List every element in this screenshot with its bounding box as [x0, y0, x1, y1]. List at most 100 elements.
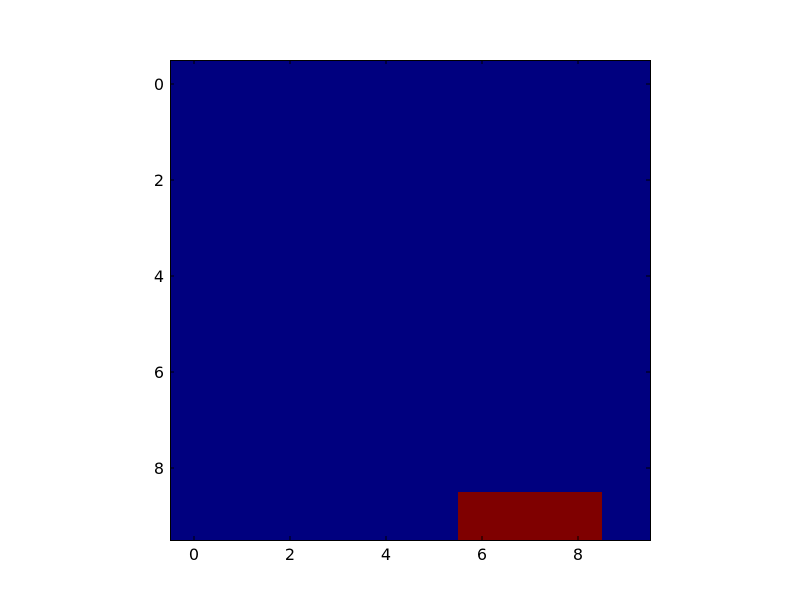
heatmap-cell-r0-c9 [602, 60, 651, 109]
heatmap-cell-r5-c4 [362, 300, 411, 349]
x-tick-label: 0 [189, 545, 199, 564]
heatmap-cell-r0-c7 [506, 60, 555, 109]
heatmap-cell-r5-c0 [170, 300, 219, 349]
heatmap-cell-r2-c7 [506, 156, 555, 205]
heatmap-cell-r5-c6 [458, 300, 507, 349]
heatmap-cell-r6-c1 [218, 348, 267, 397]
y-tick-label: 0 [154, 75, 164, 94]
heatmap-cell-r7-c7 [506, 396, 555, 445]
heatmap-cell-r1-c4 [362, 108, 411, 157]
heatmap-cell-r4-c4 [362, 252, 411, 301]
heatmap-cell-r2-c1 [218, 156, 267, 205]
heatmap-cell-r2-c5 [410, 156, 459, 205]
heatmap-cell-r6-c8 [554, 348, 603, 397]
heatmap-cell-r5-c2 [266, 300, 315, 349]
heatmap-cell-r4-c9 [602, 252, 651, 301]
heatmap-cell-r1-c2 [266, 108, 315, 157]
heatmap-cell-r9-c7 [506, 492, 555, 541]
axis-ticks [170, 60, 650, 540]
heatmap-cell-r1-c3 [314, 108, 363, 157]
heatmap-cell-r5-c3 [314, 300, 363, 349]
heatmap-cell-r1-c5 [410, 108, 459, 157]
y-tick-label: 8 [154, 459, 164, 478]
heatmap-cell-r7-c1 [218, 396, 267, 445]
y-tick-label: 6 [154, 363, 164, 382]
heatmap-cell-r3-c5 [410, 204, 459, 253]
heatmap-cell-r9-c1 [218, 492, 267, 541]
heatmap-cell-r6-c0 [170, 348, 219, 397]
heatmap-cell-r0-c8 [554, 60, 603, 109]
heatmap-cell-r2-c0 [170, 156, 219, 205]
heatmap-cell-r2-c9 [602, 156, 651, 205]
heatmap-cell-r2-c6 [458, 156, 507, 205]
heatmap-cell-r5-c7 [506, 300, 555, 349]
x-tick-label: 4 [381, 545, 391, 564]
heatmap-cell-r3-c2 [266, 204, 315, 253]
heatmap-cell-r9-c2 [266, 492, 315, 541]
heatmap-cell-r1-c1 [218, 108, 267, 157]
heatmap-cell-r6-c2 [266, 348, 315, 397]
heatmap-cell-r0-c0 [170, 60, 219, 109]
plot-frame [170, 60, 651, 541]
heatmap-cell-r3-c3 [314, 204, 363, 253]
y-tick-label: 4 [154, 267, 164, 286]
heatmap-cell-r4-c0 [170, 252, 219, 301]
heatmap-cell-r4-c7 [506, 252, 555, 301]
heatmap-cell-r7-c0 [170, 396, 219, 445]
heatmap-cell-r7-c3 [314, 396, 363, 445]
heatmap-cell-r0-c4 [362, 60, 411, 109]
heatmap-cell-r5-c5 [410, 300, 459, 349]
heatmap-cell-r6-c5 [410, 348, 459, 397]
heatmap-cell-r1-c0 [170, 108, 219, 157]
heatmap-cell-r6-c7 [506, 348, 555, 397]
heatmap-cell-r5-c1 [218, 300, 267, 349]
heatmap-cell-r2-c2 [266, 156, 315, 205]
heatmap-cell-r7-c5 [410, 396, 459, 445]
heatmap-cell-r6-c4 [362, 348, 411, 397]
heatmap-cell-r8-c7 [506, 444, 555, 493]
heatmap-cell-r3-c9 [602, 204, 651, 253]
heatmap-cell-r1-c9 [602, 108, 651, 157]
heatmap-cell-r0-c5 [410, 60, 459, 109]
heatmap-cell-r8-c8 [554, 444, 603, 493]
heatmap-cell-r4-c1 [218, 252, 267, 301]
heatmap-cell-r4-c5 [410, 252, 459, 301]
heatmap-cell-r6-c3 [314, 348, 363, 397]
x-tick-label: 6 [477, 545, 487, 564]
heatmap-cell-r1-c6 [458, 108, 507, 157]
heatmap-cell-r8-c6 [458, 444, 507, 493]
heatmap-cells [170, 60, 651, 541]
heatmap-cell-r8-c2 [266, 444, 315, 493]
heatmap-cell-r3-c1 [218, 204, 267, 253]
heatmap-cell-r0-c3 [314, 60, 363, 109]
heatmap-cell-r9-c8 [554, 492, 603, 541]
heatmap-cell-r8-c3 [314, 444, 363, 493]
y-axis-tick-labels: 0 2 4 6 8 [154, 75, 164, 478]
heatmap-cell-r4-c6 [458, 252, 507, 301]
heatmap-cell-r1-c7 [506, 108, 555, 157]
heatmap-cell-r5-c9 [602, 300, 651, 349]
heatmap-cell-r7-c9 [602, 396, 651, 445]
heatmap-cell-r0-c6 [458, 60, 507, 109]
y-tick-label: 2 [154, 171, 164, 190]
heatmap-cell-r9-c5 [410, 492, 459, 541]
heatmap-cell-r7-c8 [554, 396, 603, 445]
heatmap-cell-r4-c2 [266, 252, 315, 301]
heatmap-cell-r9-c3 [314, 492, 363, 541]
heatmap-cell-r2-c4 [362, 156, 411, 205]
heatmap-cell-r0-c2 [266, 60, 315, 109]
heatmap-cell-r7-c2 [266, 396, 315, 445]
heatmap-cell-r9-c6 [458, 492, 507, 541]
heatmap-cell-r9-c4 [362, 492, 411, 541]
heatmap-cell-r7-c4 [362, 396, 411, 445]
heatmap-cell-r1-c8 [554, 108, 603, 157]
x-tick-label: 2 [285, 545, 295, 564]
x-axis-tick-labels: 0 2 4 6 8 [189, 545, 583, 564]
heatmap-cell-r6-c6 [458, 348, 507, 397]
heatmap-cell-r9-c9 [602, 492, 651, 541]
heatmap-cell-r8-c1 [218, 444, 267, 493]
heatmap-cell-r3-c7 [506, 204, 555, 253]
heatmap-cell-r3-c8 [554, 204, 603, 253]
heatmap-cell-r0-c1 [218, 60, 267, 109]
